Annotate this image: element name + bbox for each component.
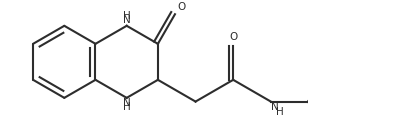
Text: H: H: [123, 102, 131, 112]
Text: O: O: [229, 32, 237, 42]
Text: N: N: [123, 15, 131, 25]
Text: N: N: [123, 98, 131, 109]
Text: N: N: [271, 102, 279, 112]
Text: H: H: [276, 107, 284, 117]
Text: O: O: [177, 2, 186, 12]
Text: H: H: [123, 11, 131, 21]
